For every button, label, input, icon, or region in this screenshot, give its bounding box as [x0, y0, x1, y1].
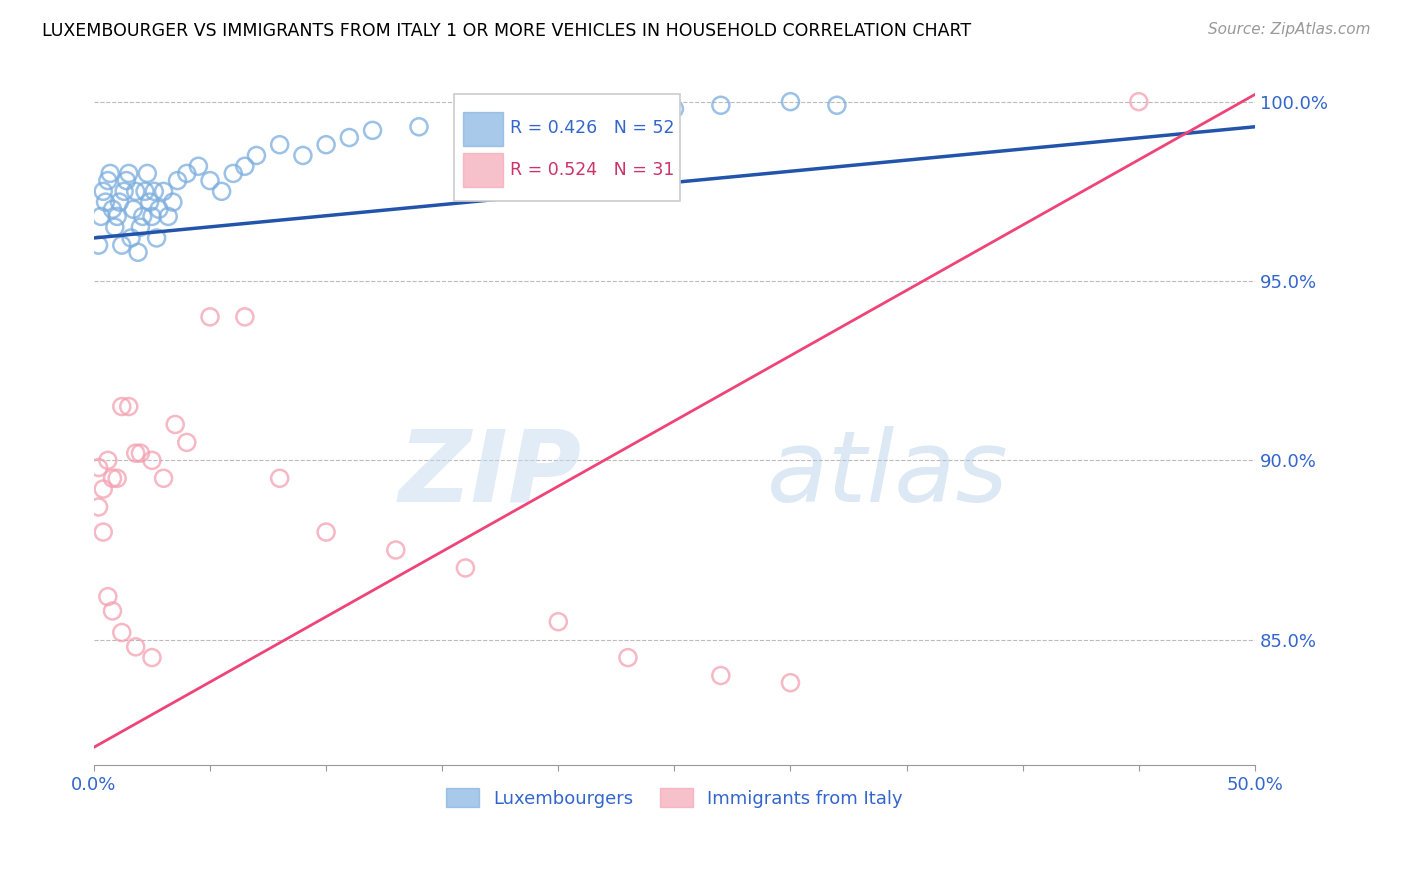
Point [187, 159, 209, 173]
Point [115, 173, 138, 187]
Point [233, 310, 256, 324]
Text: Source: ZipAtlas.com: Source: ZipAtlas.com [1208, 22, 1371, 37]
Point [87, 460, 110, 475]
Point [315, 137, 337, 152]
Point [131, 210, 153, 224]
Point [710, 668, 733, 682]
Point [90, 210, 112, 224]
Point [779, 675, 801, 690]
Point [198, 310, 221, 324]
Point [547, 615, 569, 629]
Point [101, 471, 124, 485]
Point [129, 446, 152, 460]
Point [141, 210, 163, 224]
Legend: Luxembourgers, Immigrants from Italy: Luxembourgers, Immigrants from Italy [439, 781, 910, 815]
Point [198, 173, 221, 187]
Point [664, 102, 686, 116]
Point [710, 98, 733, 112]
Point [101, 202, 124, 217]
Point [111, 625, 134, 640]
Point [148, 202, 170, 217]
Point [91, 482, 114, 496]
Point [269, 471, 291, 485]
Point [152, 185, 174, 199]
Point [454, 116, 477, 130]
Point [245, 148, 267, 162]
Text: ZIP: ZIP [398, 426, 582, 523]
Point [98, 166, 121, 180]
Point [87, 238, 110, 252]
Point [384, 543, 406, 558]
Point [91, 185, 114, 199]
Point [138, 195, 160, 210]
Point [152, 471, 174, 485]
FancyBboxPatch shape [454, 94, 681, 201]
Point [105, 471, 128, 485]
Text: R = 0.426   N = 52: R = 0.426 N = 52 [509, 120, 673, 137]
Point [408, 120, 430, 134]
Point [1128, 95, 1150, 109]
FancyBboxPatch shape [463, 153, 502, 187]
Point [101, 604, 124, 618]
Point [361, 123, 384, 137]
Point [547, 109, 569, 123]
Point [122, 202, 145, 217]
Point [134, 185, 156, 199]
FancyBboxPatch shape [463, 112, 502, 145]
Point [779, 95, 801, 109]
Point [118, 400, 141, 414]
Point [97, 590, 120, 604]
Point [157, 210, 180, 224]
Point [112, 185, 135, 199]
Point [94, 195, 117, 210]
Point [118, 166, 141, 180]
Point [125, 640, 148, 654]
Point [617, 650, 640, 665]
Point [166, 173, 188, 187]
Point [111, 238, 134, 252]
Point [291, 148, 314, 162]
Point [141, 650, 163, 665]
Point [454, 561, 477, 575]
Point [141, 453, 163, 467]
Text: R = 0.524   N = 31: R = 0.524 N = 31 [509, 161, 673, 179]
Point [104, 220, 127, 235]
Point [143, 185, 166, 199]
Text: atlas: atlas [768, 426, 1010, 523]
Point [337, 130, 360, 145]
Text: LUXEMBOURGER VS IMMIGRANTS FROM ITALY 1 OR MORE VEHICLES IN HOUSEHOLD CORRELATIO: LUXEMBOURGER VS IMMIGRANTS FROM ITALY 1 … [42, 22, 972, 40]
Point [87, 500, 110, 514]
Point [91, 524, 114, 539]
Point [97, 173, 120, 187]
Point [176, 166, 198, 180]
Point [825, 98, 848, 112]
Point [222, 166, 245, 180]
Point [97, 453, 120, 467]
Point [125, 446, 148, 460]
Point [501, 112, 523, 127]
Point [111, 400, 134, 414]
Point [105, 210, 128, 224]
Point [145, 231, 167, 245]
Point [162, 195, 184, 210]
Point [269, 137, 291, 152]
Point [165, 417, 187, 432]
Point [211, 185, 233, 199]
Point [136, 166, 159, 180]
Point [315, 524, 337, 539]
Point [127, 245, 149, 260]
Point [120, 231, 142, 245]
Point [125, 185, 148, 199]
Point [176, 435, 198, 450]
Point [129, 220, 152, 235]
Point [593, 105, 616, 120]
Point [108, 195, 131, 210]
Point [233, 159, 256, 173]
